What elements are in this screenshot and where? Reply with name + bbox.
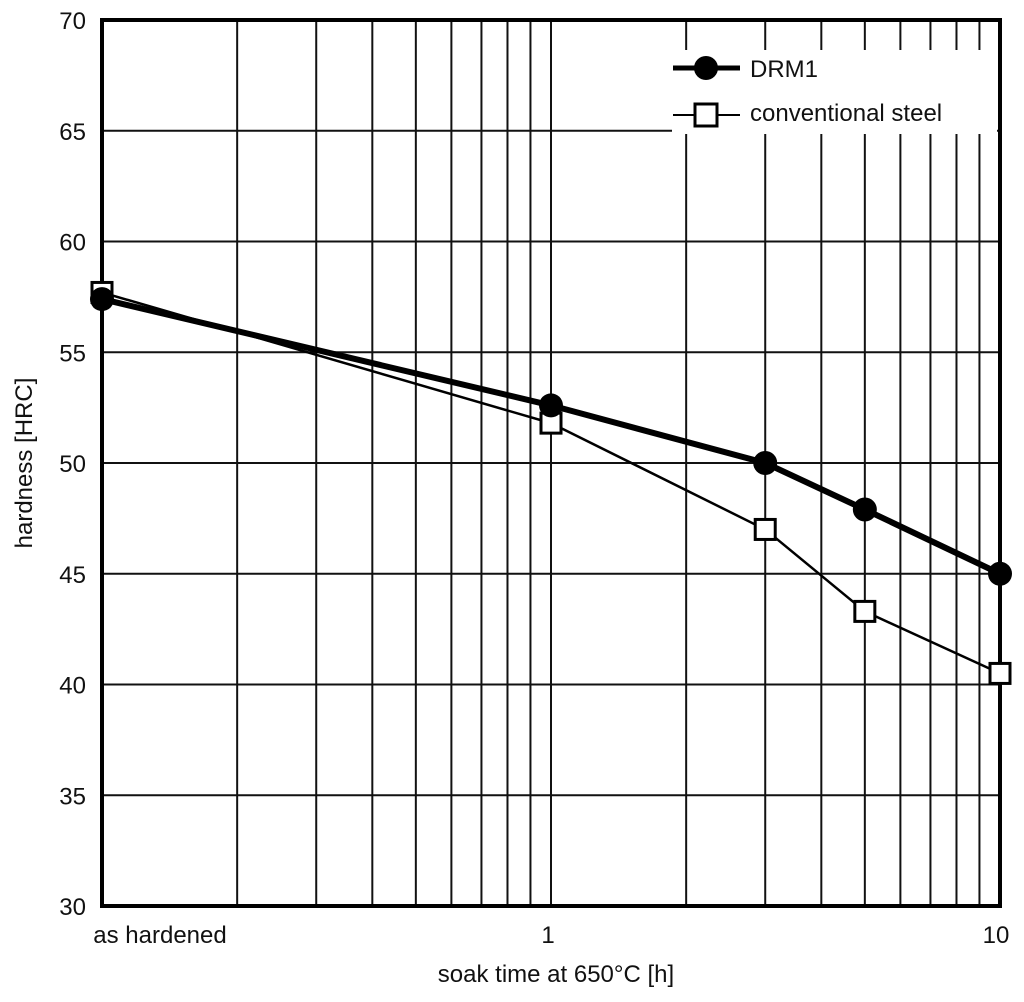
y-tick-label: 40	[59, 673, 86, 700]
legend-conventional-label: conventional steel	[750, 100, 942, 127]
drm1-marker-icon	[539, 393, 563, 418]
y-tick-label: 55	[59, 340, 86, 367]
drm1-marker-icon	[753, 451, 778, 475]
drm1-marker-icon	[852, 497, 877, 522]
y-tick-label: 45	[59, 562, 86, 589]
data-series	[90, 280, 1012, 685]
drm1-marker-icon	[988, 561, 1012, 586]
y-tick-label: 60	[59, 230, 86, 257]
x-tick-10: 10	[983, 922, 1010, 949]
legend-drm1-marker-icon	[694, 56, 718, 80]
y-tick-label: 30	[59, 894, 86, 921]
x-tick-1: 1	[541, 922, 554, 949]
y-tick-label: 65	[59, 119, 86, 146]
legend: DRM1 conventional steel	[672, 50, 997, 134]
drm1-marker-icon	[90, 287, 114, 312]
y-axis-label: hardness [HRC]	[11, 378, 38, 549]
y-axis-ticks: 30 35 40 45 50 55 60 65 70	[59, 8, 86, 921]
conventional-marker-icon	[853, 599, 877, 623]
plot-frame	[100, 18, 1002, 908]
x-tick-as-hardened: as hardened	[93, 922, 226, 949]
y-tick-label: 35	[59, 783, 86, 810]
y-tick-label: 50	[59, 451, 86, 478]
legend-conventional-marker-icon	[693, 102, 719, 128]
y-tick-label: 70	[59, 8, 86, 35]
x-axis-label: soak time at 650°C [h]	[438, 961, 674, 988]
conventional-marker-icon	[988, 661, 1012, 685]
conventional-marker-icon	[753, 517, 777, 541]
grid-lines	[102, 20, 1000, 906]
legend-drm1-label: DRM1	[750, 56, 818, 83]
legend-background	[672, 50, 997, 134]
